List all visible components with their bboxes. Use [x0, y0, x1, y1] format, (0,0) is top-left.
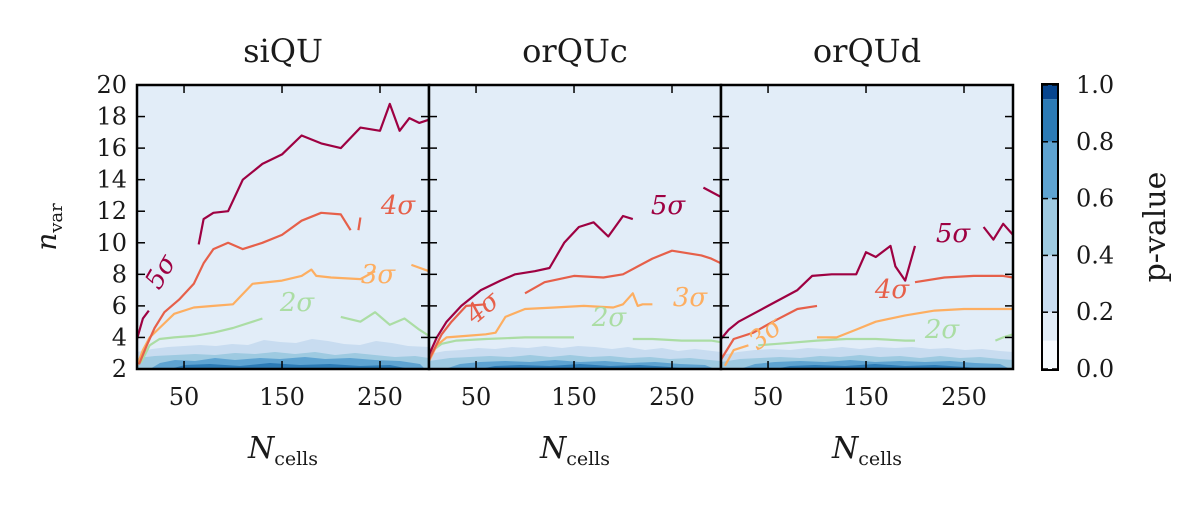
- x-tick-label: 50: [169, 383, 200, 411]
- x-tick-label: 150: [843, 383, 889, 411]
- x-axis-label-main: N: [247, 431, 276, 466]
- contour-line-3sigma: [411, 263, 429, 273]
- contour-line-5sigma: [702, 186, 721, 198]
- contour-line-2sigma: [139, 317, 263, 364]
- x-axis-label-sub: cells: [274, 448, 318, 470]
- y-axis-label: nvar: [30, 203, 67, 251]
- contour-label-2sigma: 2σ: [279, 288, 316, 318]
- contour-line-2sigma: [632, 337, 721, 344]
- y-axis-label-sub: var: [46, 203, 67, 234]
- x-tick-label: 250: [649, 383, 695, 411]
- colorbar-band: [1043, 312, 1057, 341]
- colorbar-tick-label: 0.2: [1076, 298, 1114, 326]
- contour-line-2sigma: [994, 333, 1013, 342]
- contour-line-4sigma: [914, 274, 1013, 284]
- contour-line-2sigma: [758, 337, 915, 347]
- colorbar: 0.0 0.2 0.4 0.6 0.8 1.0 p-value: [1041, 71, 1173, 383]
- sigma-contours: [429, 186, 721, 362]
- colorbar-band: [1043, 99, 1057, 142]
- panel-background: [721, 85, 1013, 369]
- contour-line-3sigma: [817, 307, 1013, 339]
- x-tick-label: 50: [461, 383, 492, 411]
- contour-label-2sigma: 2σ: [591, 303, 628, 333]
- colorbar-tick-label: 0.6: [1076, 185, 1114, 213]
- colorbar-tick-label: 1.0: [1076, 71, 1114, 99]
- panel-orqud: orQUd: [719, 32, 1015, 371]
- contour-line-5sigma: [982, 222, 1013, 241]
- panel-title: siQU: [243, 32, 323, 70]
- contour-line-5sigma: [137, 309, 150, 340]
- contour-line-2sigma: [340, 311, 429, 337]
- colorbar-band: [1043, 340, 1057, 369]
- x-axis-label: Ncells: [539, 431, 610, 470]
- y-tick-label: 2: [112, 355, 127, 383]
- contour-label-5sigma: 5σ: [936, 219, 972, 249]
- contour-line-4sigma: [721, 304, 818, 361]
- x-tick-label: 250: [357, 383, 403, 411]
- panel-siqu: siQU: [135, 32, 431, 371]
- contour-line-5sigma: [429, 214, 634, 356]
- panel-background: [137, 85, 429, 369]
- colorbar-ticks: 0.0 0.2 0.4 0.6 0.8 1.0: [1042, 71, 1114, 383]
- contour-line-4sigma: [137, 211, 352, 365]
- contour-line-3sigma: [723, 344, 749, 367]
- colorbar-tick-label: 0.0: [1076, 355, 1114, 383]
- contour-line-4sigma: [357, 217, 362, 231]
- x-axis-label-sub: cells: [566, 448, 610, 470]
- x-tick-label: 150: [551, 383, 597, 411]
- y-tick-label: 10: [96, 229, 127, 257]
- colorbar-band: [1043, 255, 1057, 313]
- panel-frame: [719, 83, 1015, 371]
- contour-line-5sigma: [197, 102, 429, 245]
- contour-line-4sigma: [429, 303, 486, 360]
- colorbar-tick-label: 0.4: [1076, 241, 1114, 269]
- y-tick-label: 4: [112, 323, 127, 351]
- colorbar-band: [1043, 85, 1057, 100]
- panel-background: [429, 85, 721, 369]
- colorbar-band: [1043, 198, 1057, 256]
- colorbar-band: [1043, 141, 1057, 199]
- y-tick-label: 12: [96, 197, 127, 225]
- sigma-contours: [137, 102, 429, 367]
- x-tick-label: 50: [753, 383, 784, 411]
- x-tick-label: 250: [941, 383, 987, 411]
- x-axis-label: Ncells: [247, 431, 318, 470]
- contour-line-5sigma: [721, 244, 917, 340]
- x-axis-label-main: N: [539, 431, 568, 466]
- y-tick-label: 18: [96, 103, 127, 131]
- contour-label-5sigma: 5σ: [651, 191, 687, 221]
- x-axis-label-sub: cells: [858, 448, 902, 470]
- contour-label-3sigma: 3σ: [361, 260, 397, 290]
- contour-line-3sigma: [429, 292, 653, 362]
- y-tick-label: 8: [112, 260, 127, 288]
- colorbar-tick-label: 0.8: [1076, 128, 1114, 156]
- contour-line-4sigma: [524, 249, 721, 295]
- colorbar-label: p-value: [1138, 172, 1173, 283]
- x-tick-label: 150: [259, 383, 305, 411]
- x-axis-label: Ncells: [831, 431, 902, 470]
- panel-title: orQUd: [813, 32, 921, 70]
- colorbar-frame: [1041, 83, 1059, 371]
- contour-line-2sigma: [429, 336, 574, 355]
- pvalue-fill-band-0-8-1-0: [170, 363, 410, 369]
- contour-line-3sigma: [137, 268, 376, 367]
- x-axis-label-main: N: [831, 431, 860, 466]
- contour-label-3sigma: 3σ: [673, 283, 709, 313]
- y-tick-label: 20: [96, 71, 127, 99]
- axis-ticks: 50 150 250 2 4 6 8 10 12 14 16 18 20 50 150 250 50 150 250: [96, 71, 1013, 411]
- y-axis-label-main: n: [30, 233, 63, 251]
- y-tick-label: 6: [112, 292, 127, 320]
- sigma-contours: [721, 222, 1013, 367]
- panel-title: orQUc: [522, 32, 628, 70]
- y-tick-label: 14: [96, 166, 127, 194]
- contour-label-2sigma: 2σ: [924, 315, 961, 345]
- contour-label-4sigma: 4σ: [380, 191, 417, 221]
- y-tick-label: 16: [96, 134, 127, 162]
- contour-label-4sigma: 4σ: [874, 275, 911, 305]
- pvalue-contour-fill: [137, 339, 429, 369]
- colorbar-bands: [1043, 85, 1057, 369]
